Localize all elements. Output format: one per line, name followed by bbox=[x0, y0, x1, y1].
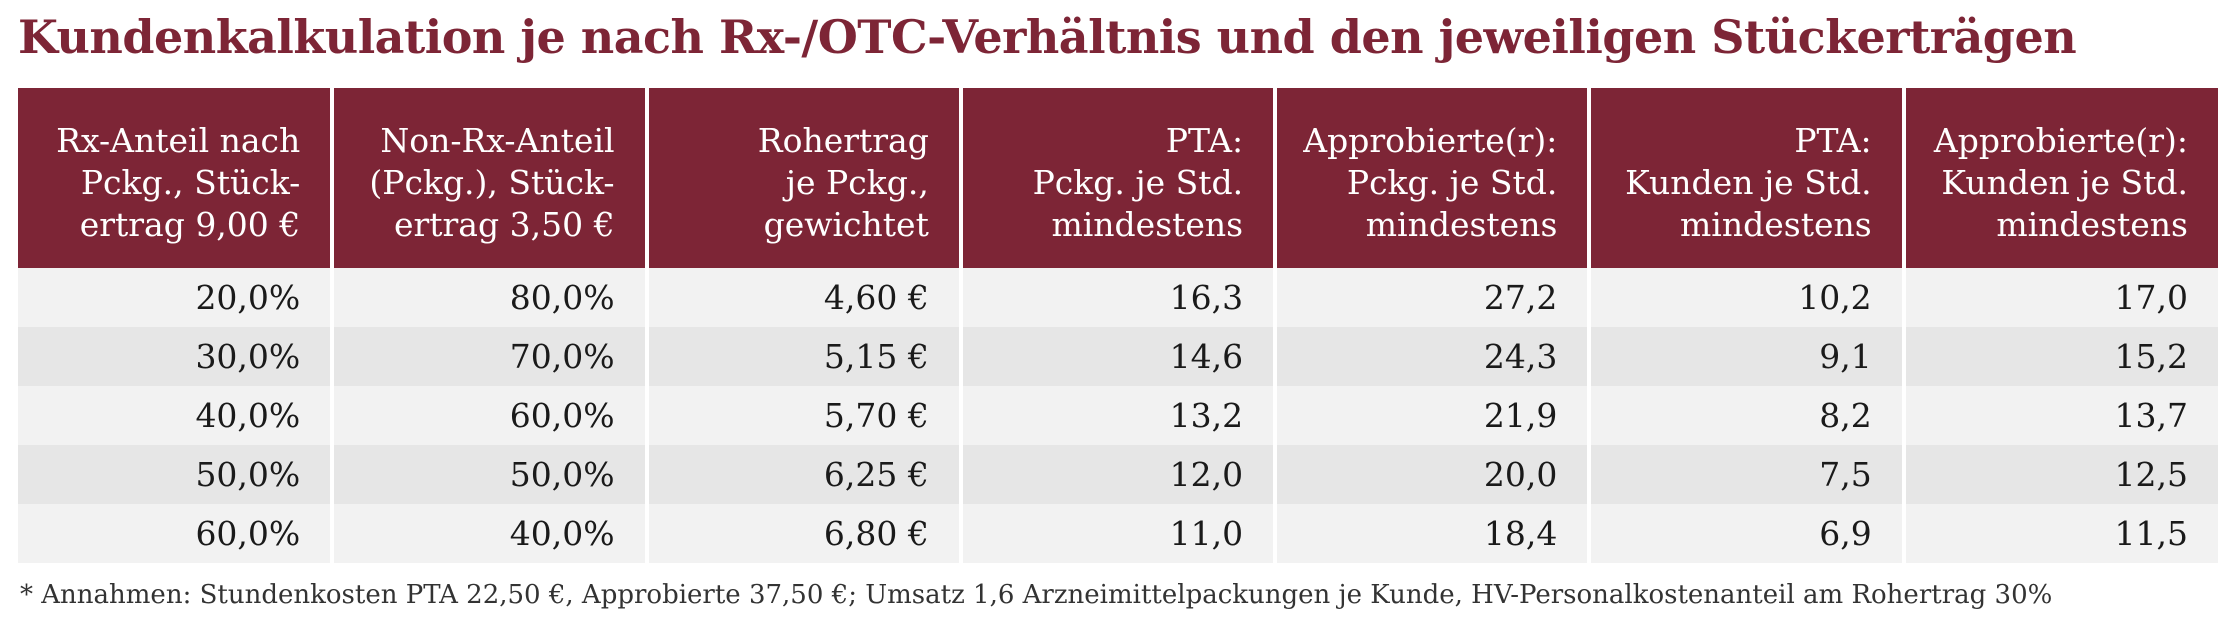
table-cell: 14,6 bbox=[958, 327, 1276, 386]
col-header-rx-anteil: Rx-Anteil nach Pckg., Stück- ertrag 9,00… bbox=[18, 88, 333, 268]
table-cell: 6,9 bbox=[1587, 504, 1904, 563]
table-cell: 5,15 € bbox=[644, 327, 961, 386]
table-cell: 60,0% bbox=[330, 386, 647, 445]
table-cell: 8,2 bbox=[1587, 386, 1904, 445]
table-cell: 15,2 bbox=[1901, 327, 2218, 386]
table-cell: 40,0% bbox=[330, 504, 647, 563]
col-header-approbierte-kunden: Approbierte(r): Kunden je Std. mindesten… bbox=[1901, 88, 2218, 268]
table-cell: 40,0% bbox=[18, 386, 333, 445]
table-cell: 50,0% bbox=[330, 445, 647, 504]
table-cell: 13,7 bbox=[1901, 386, 2218, 445]
table-cell: 4,60 € bbox=[644, 268, 961, 327]
table-row: 40,0% 60,0% 5,70 € 13,2 21,9 8,2 13,7 bbox=[18, 386, 2218, 445]
col-header-rohertrag: Rohertrag je Pckg., gewichtet bbox=[644, 88, 961, 268]
table-row: 30,0% 70,0% 5,15 € 14,6 24,3 9,1 15,2 bbox=[18, 327, 2218, 386]
table-cell: 21,9 bbox=[1273, 386, 1590, 445]
table-row: 50,0% 50,0% 6,25 € 12,0 20,0 7,5 12,5 bbox=[18, 445, 2218, 504]
table-cell: 6,25 € bbox=[644, 445, 961, 504]
table-cell: 70,0% bbox=[330, 327, 647, 386]
table-row: 60,0% 40,0% 6,80 € 11,0 18,4 6,9 11,5 bbox=[18, 504, 2218, 563]
col-header-approbierte-pckg: Approbierte(r): Pckg. je Std. mindestens bbox=[1273, 88, 1590, 268]
table-cell: 50,0% bbox=[18, 445, 333, 504]
chart-title: Kundenkalkulation je nach Rx-/OTC-Verhäl… bbox=[18, 10, 2077, 64]
table-cell: 11,0 bbox=[958, 504, 1276, 563]
table-cell: 12,5 bbox=[1901, 445, 2218, 504]
table-cell: 6,80 € bbox=[644, 504, 961, 563]
table-cell: 60,0% bbox=[18, 504, 333, 563]
table-cell: 30,0% bbox=[18, 327, 333, 386]
header-row: Rx-Anteil nach Pckg., Stück- ertrag 9,00… bbox=[18, 88, 2218, 268]
table-cell: 24,3 bbox=[1273, 327, 1590, 386]
data-table: Rx-Anteil nach Pckg., Stück- ertrag 9,00… bbox=[18, 88, 2218, 563]
table-cell: 17,0 bbox=[1901, 268, 2218, 327]
table-cell: 16,3 bbox=[958, 268, 1276, 327]
table-cell: 20,0% bbox=[18, 268, 333, 327]
table-cell: 9,1 bbox=[1587, 327, 1904, 386]
col-header-pta-pckg: PTA: Pckg. je Std. mindestens bbox=[958, 88, 1276, 268]
footnote: * Annahmen: Stundenkosten PTA 22,50 €, A… bbox=[20, 580, 2053, 610]
table-cell: 10,2 bbox=[1587, 268, 1904, 327]
table-cell: 7,5 bbox=[1587, 445, 1904, 504]
table-cell: 80,0% bbox=[330, 268, 647, 327]
table-cell: 5,70 € bbox=[644, 386, 961, 445]
table-cell: 20,0 bbox=[1273, 445, 1590, 504]
table-cell: 13,2 bbox=[958, 386, 1276, 445]
table-row: 20,0% 80,0% 4,60 € 16,3 27,2 10,2 17,0 bbox=[18, 268, 2218, 327]
col-header-non-rx-anteil: Non-Rx-Anteil (Pckg.), Stück- ertrag 3,5… bbox=[330, 88, 647, 268]
table-cell: 12,0 bbox=[958, 445, 1276, 504]
table-cell: 27,2 bbox=[1273, 268, 1590, 327]
table-cell: 11,5 bbox=[1901, 504, 2218, 563]
col-header-pta-kunden: PTA: Kunden je Std. mindestens bbox=[1587, 88, 1904, 268]
table-cell: 18,4 bbox=[1273, 504, 1590, 563]
